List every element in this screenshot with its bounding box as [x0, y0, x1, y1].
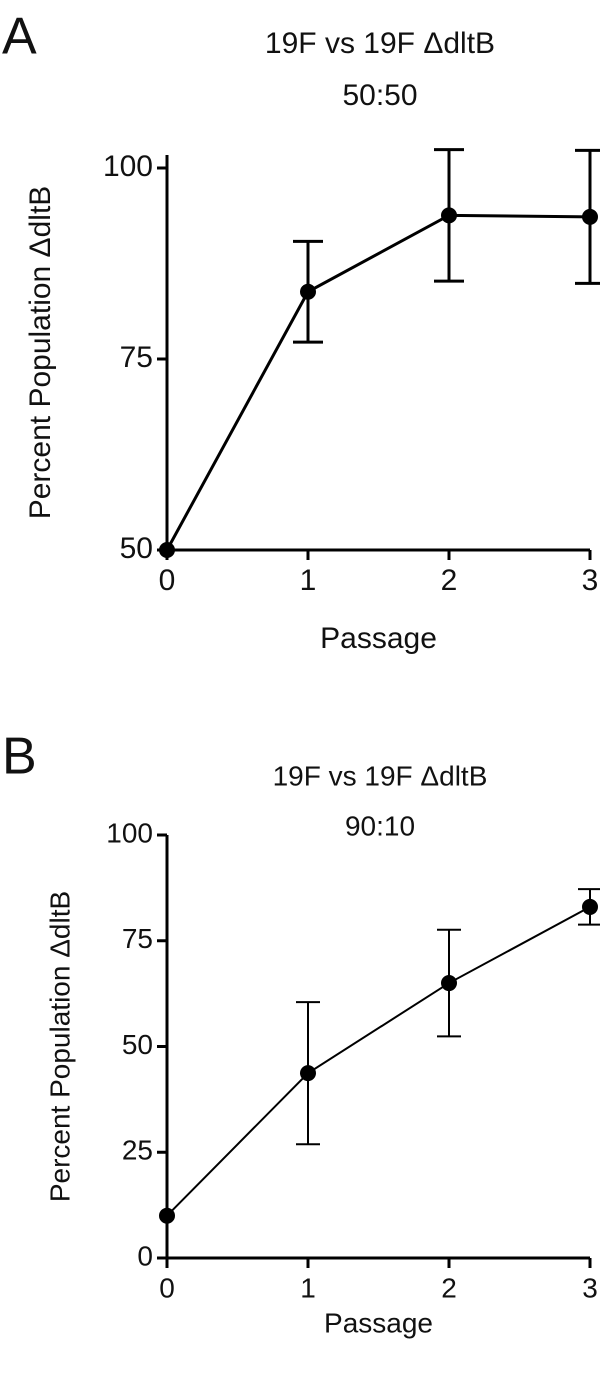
data-point — [300, 1065, 316, 1082]
x-tick-label: 0 — [159, 1272, 175, 1303]
data-point — [300, 283, 316, 300]
y-tick-label: 0 — [137, 1240, 153, 1271]
panel-label: B — [2, 728, 37, 786]
x-tick-label: 2 — [441, 564, 458, 597]
data-line — [165, 213, 591, 551]
x-tick-label: 2 — [441, 1272, 457, 1303]
panel-label: A — [2, 8, 37, 66]
data-point — [582, 898, 598, 915]
chart-title: 19F vs 19F ΔdltB — [273, 760, 488, 791]
y-tick-label: 75 — [120, 341, 153, 374]
x-tick-label: 1 — [300, 1272, 316, 1303]
x-tick-label: 3 — [582, 1272, 598, 1303]
data-point — [159, 542, 175, 558]
y-tick-label: 25 — [122, 1135, 153, 1166]
x-tick-label: 3 — [582, 564, 599, 597]
data-point — [441, 975, 457, 992]
chart-title: 19F vs 19F ΔdltB — [265, 27, 495, 60]
y-axis-label: Percent Population ΔdltB — [24, 186, 57, 520]
x-tick-label: 1 — [300, 564, 317, 597]
y-axis-label: Percent Population ΔdltB — [44, 891, 75, 1202]
x-axis-label: Passage — [320, 622, 437, 655]
y-tick-label: 100 — [103, 150, 153, 183]
chart-title: 50:50 — [342, 79, 417, 112]
data-point — [159, 1207, 175, 1224]
data-point — [441, 207, 457, 224]
y-tick-label: 75 — [122, 923, 153, 954]
y-tick-label: 50 — [120, 532, 153, 565]
y-tick-label: 50 — [122, 1029, 153, 1060]
chart-title: 90:10 — [345, 810, 415, 841]
x-axis-label: Passage — [324, 1307, 433, 1338]
y-tick-label: 100 — [106, 817, 153, 848]
data-point — [582, 208, 598, 225]
x-tick-label: 0 — [159, 564, 176, 597]
data-line — [166, 906, 591, 1217]
